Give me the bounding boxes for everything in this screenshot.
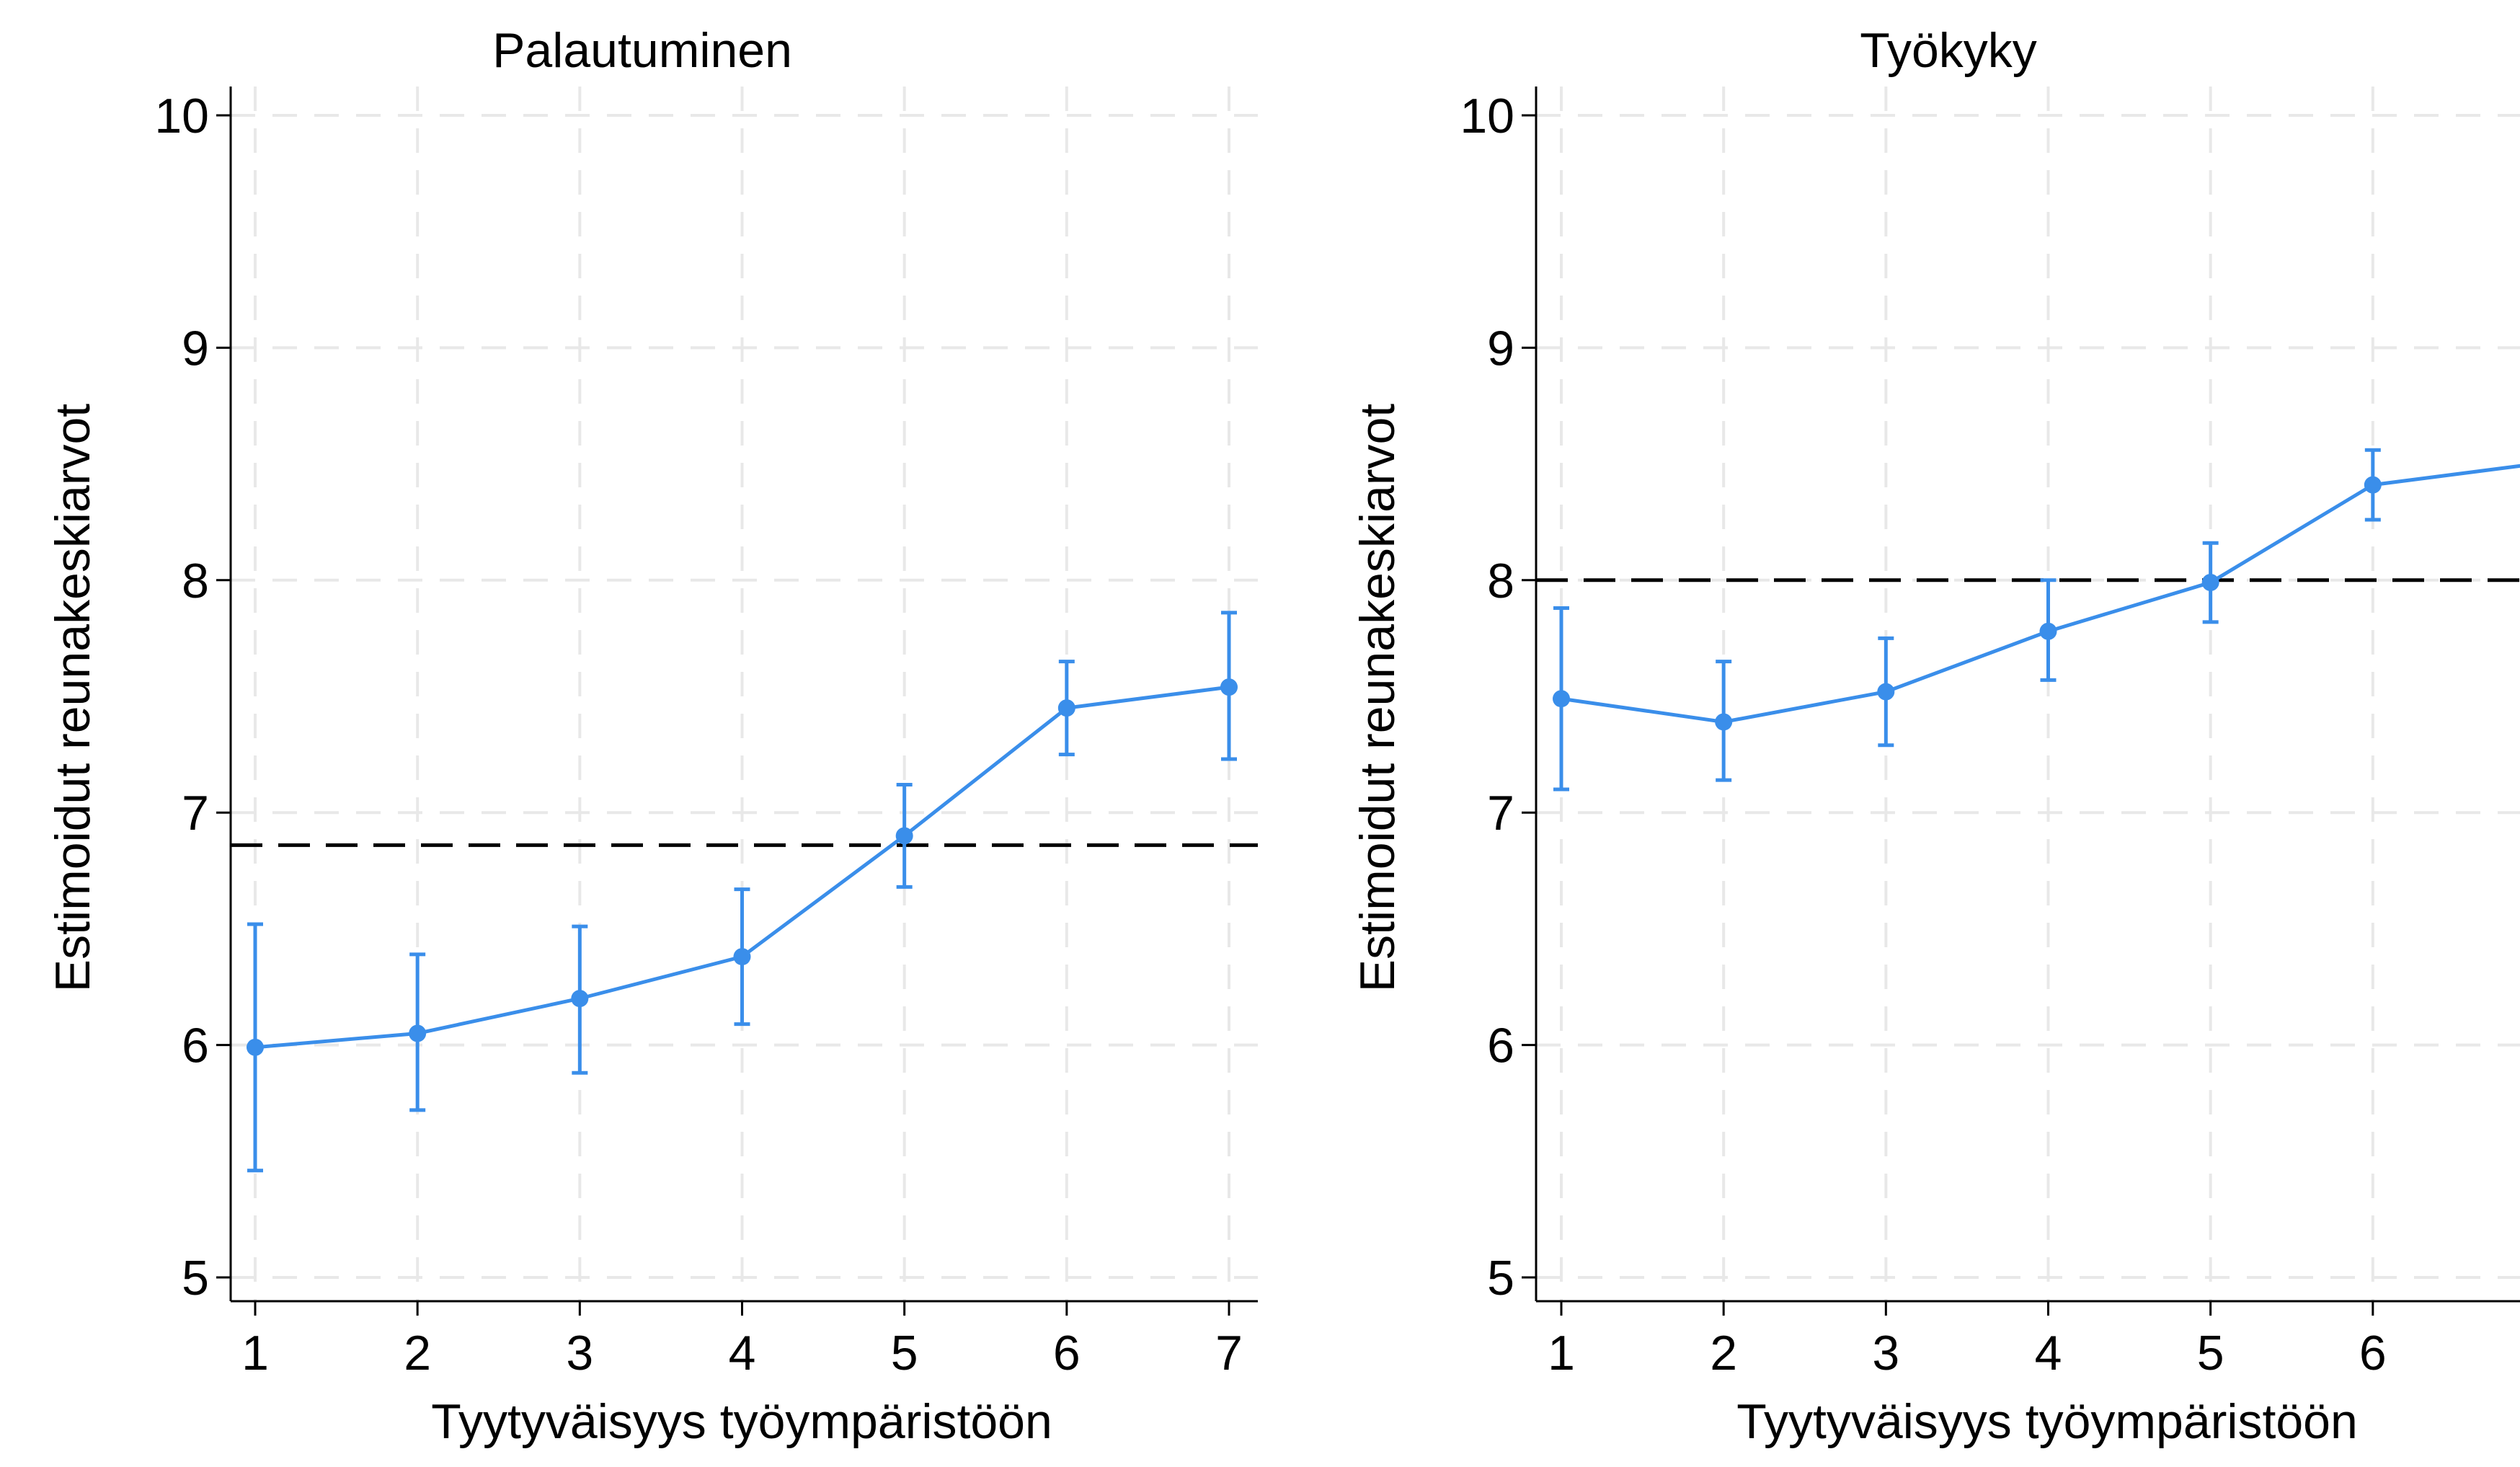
series-line bbox=[1561, 464, 2520, 724]
data-point bbox=[2201, 574, 2219, 592]
x-tick-label: 2 bbox=[1710, 1326, 1737, 1380]
data-point bbox=[409, 1024, 427, 1042]
data-point bbox=[571, 990, 589, 1008]
x-tick-label: 3 bbox=[1872, 1326, 1899, 1380]
data-point bbox=[2364, 476, 2382, 494]
x-tick-label: 1 bbox=[1548, 1326, 1575, 1380]
y-tick-label: 6 bbox=[182, 1019, 209, 1073]
y-tick-label: 7 bbox=[1487, 786, 1514, 841]
y-tick-label: 10 bbox=[1460, 89, 1514, 143]
data-point bbox=[1057, 699, 1075, 717]
y-tick-label: 8 bbox=[1487, 554, 1514, 608]
panel-tyokyky: Työkyky Tyytyväisyys työympäristöön Esti… bbox=[1350, 23, 2520, 1449]
x-tick-label: 5 bbox=[2197, 1326, 2224, 1380]
data-point bbox=[2039, 622, 2057, 640]
x-tick-label: 4 bbox=[729, 1326, 756, 1380]
x-tick-label: 6 bbox=[1053, 1326, 1081, 1380]
panel-title: Palautuminen bbox=[492, 23, 792, 78]
data-point bbox=[1715, 713, 1733, 731]
y-tick-label: 5 bbox=[1487, 1251, 1514, 1306]
panel-title: Työkyky bbox=[1860, 23, 2037, 78]
data-point bbox=[247, 1038, 264, 1056]
x-tick-label: 2 bbox=[404, 1326, 431, 1380]
y-tick-label: 7 bbox=[182, 786, 209, 841]
y-tick-label: 5 bbox=[182, 1251, 209, 1306]
y-tick-label: 8 bbox=[182, 554, 209, 608]
x-tick-label: 6 bbox=[2359, 1326, 2387, 1380]
y-tick-label: 9 bbox=[182, 321, 209, 376]
y-axis-label: Estimoidut reunakeskiarvot bbox=[1350, 404, 1405, 992]
data-point bbox=[1553, 690, 1570, 708]
x-axis-label: Tyytyväisyys työympäristöön bbox=[431, 1394, 1052, 1449]
x-tick-label: 3 bbox=[566, 1326, 593, 1380]
panel-palautuminen: Palautuminen Tyytyväisyys työympäristöön… bbox=[45, 23, 1258, 1449]
data-point bbox=[1220, 678, 1238, 696]
data-point bbox=[733, 948, 751, 966]
x-axis-label: Tyytyväisyys työympäristöön bbox=[1736, 1394, 2358, 1449]
x-tick-label: 5 bbox=[891, 1326, 918, 1380]
data-point bbox=[1877, 683, 1895, 701]
y-axis-label: Estimoidut reunakeskiarvot bbox=[45, 404, 100, 992]
y-tick-label: 10 bbox=[154, 89, 209, 143]
x-tick-label: 1 bbox=[241, 1326, 269, 1380]
plot-area: 5 6 7 8 9 10 1 2 3 4 5 6 7 bbox=[154, 87, 1258, 1380]
y-tick-label: 9 bbox=[1487, 321, 1514, 376]
x-tick-label: 4 bbox=[2035, 1326, 2062, 1380]
data-point bbox=[895, 827, 913, 845]
x-tick-label: 7 bbox=[1215, 1326, 1243, 1380]
y-tick-label: 6 bbox=[1487, 1019, 1514, 1073]
